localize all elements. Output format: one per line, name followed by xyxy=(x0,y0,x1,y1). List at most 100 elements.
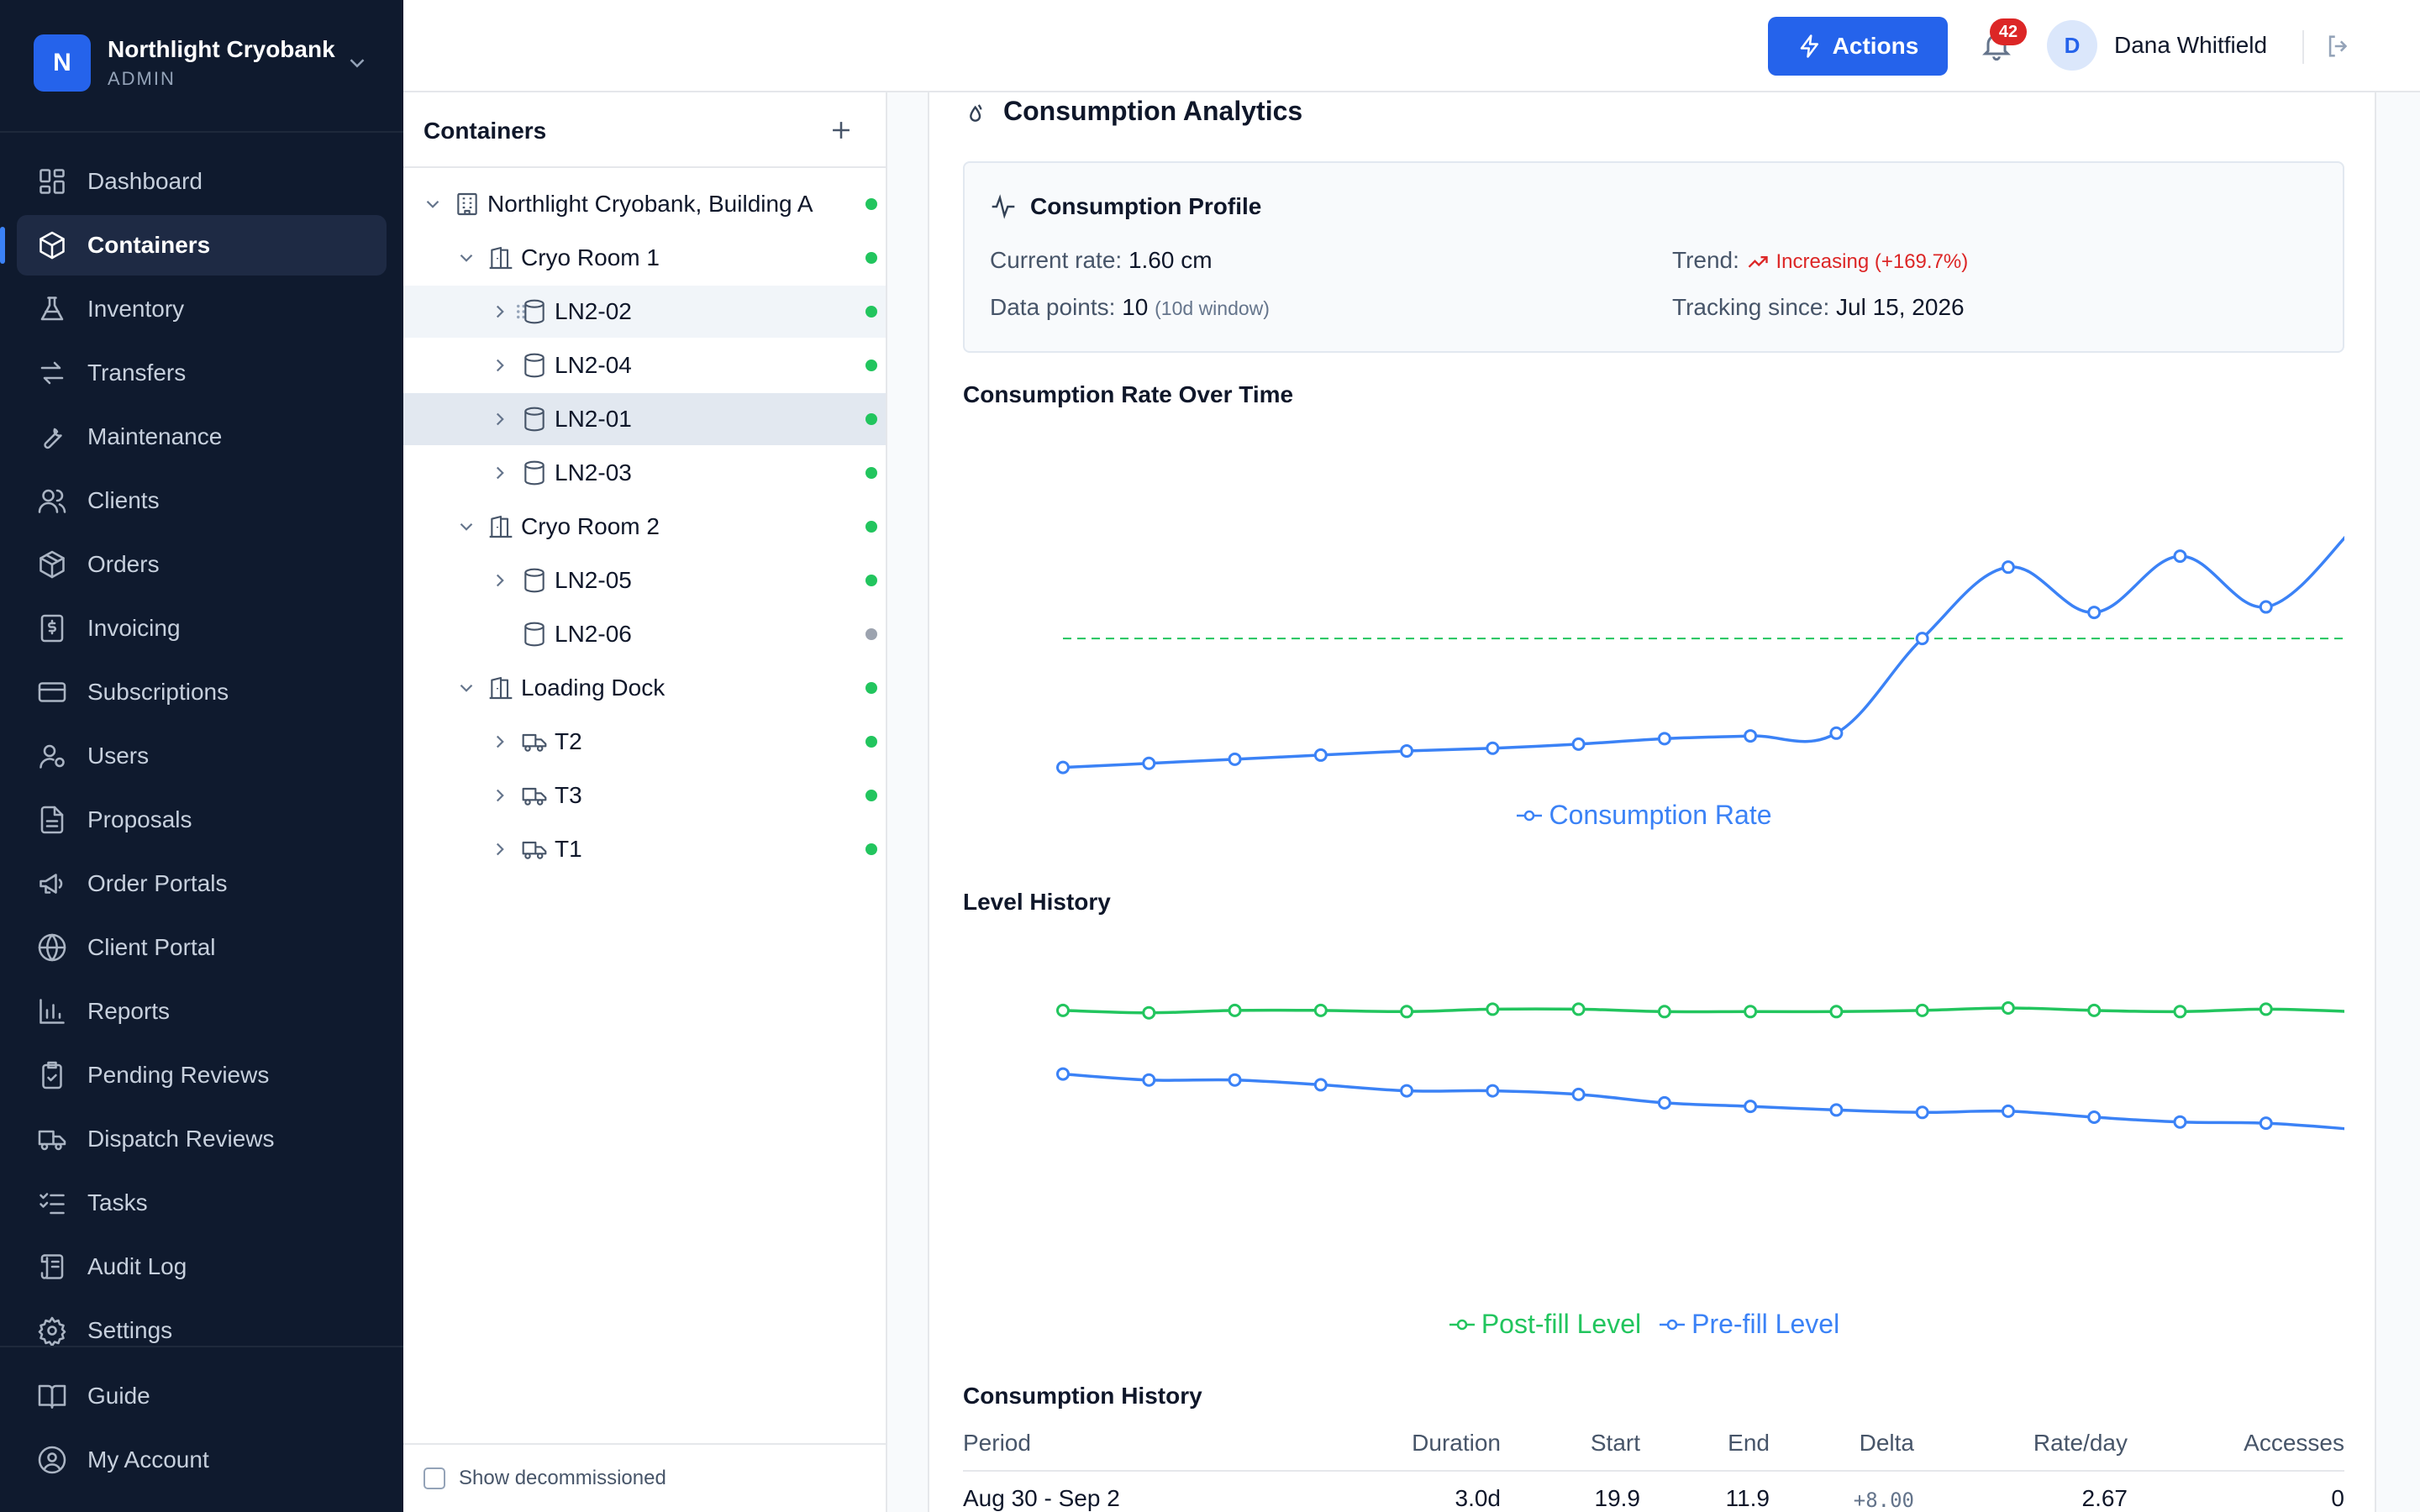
data-point[interactable] xyxy=(2173,1115,2187,1129)
data-point[interactable] xyxy=(1915,632,1929,646)
column-header[interactable]: Period xyxy=(963,1430,1031,1456)
chevron-down-icon[interactable] xyxy=(455,247,477,269)
tree-node-ln2-06[interactable]: LN2-06 xyxy=(403,608,886,660)
data-point[interactable] xyxy=(1744,729,1758,743)
data-point[interactable] xyxy=(2087,1003,2102,1017)
data-point[interactable] xyxy=(1915,1003,1929,1017)
column-header[interactable]: Duration xyxy=(1412,1430,1501,1456)
legend-item[interactable]: Pre-fill Level xyxy=(1660,1309,1839,1340)
sidebar-item-proposals[interactable]: Proposals xyxy=(17,790,387,850)
sidebar-item-subscriptions[interactable]: Subscriptions xyxy=(17,662,387,722)
data-point[interactable] xyxy=(1486,741,1500,755)
data-point[interactable] xyxy=(1400,1084,1414,1098)
tree-node-ln2-05[interactable]: LN2-05 xyxy=(403,554,886,606)
data-point[interactable] xyxy=(2001,1104,2015,1118)
data-point[interactable] xyxy=(1486,1002,1500,1016)
sidebar-item-containers[interactable]: Containers xyxy=(0,215,387,276)
sidebar-item-my-account[interactable]: My Account xyxy=(17,1430,387,1490)
data-point[interactable] xyxy=(1400,744,1414,759)
chevron-right-icon[interactable] xyxy=(489,301,511,323)
data-point[interactable] xyxy=(1313,1078,1328,1092)
data-point[interactable] xyxy=(1142,1005,1156,1020)
drag-handle-icon[interactable] xyxy=(513,301,529,323)
sidebar-item-invoicing[interactable]: Invoicing xyxy=(17,598,387,659)
chevron-right-icon[interactable] xyxy=(489,785,511,806)
sidebar-item-dispatch-reviews[interactable]: Dispatch Reviews xyxy=(17,1109,387,1169)
legend-item[interactable]: Consumption Rate xyxy=(1517,800,1772,831)
data-point[interactable] xyxy=(2001,560,2015,575)
data-point[interactable] xyxy=(1056,1003,1070,1017)
sidebar-item-transfers[interactable]: Transfers xyxy=(17,343,387,403)
data-point[interactable] xyxy=(1228,1073,1242,1087)
tree-node-t1[interactable]: T1 xyxy=(403,823,886,875)
sidebar-item-dashboard[interactable]: Dashboard xyxy=(17,151,387,212)
data-point[interactable] xyxy=(1142,1073,1156,1087)
data-point[interactable] xyxy=(2087,1110,2102,1124)
data-point[interactable] xyxy=(1915,1105,1929,1120)
data-point[interactable] xyxy=(1571,1002,1586,1016)
chevron-right-icon[interactable] xyxy=(489,731,511,753)
data-point[interactable] xyxy=(2259,1116,2273,1131)
sidebar-item-orders[interactable]: Orders xyxy=(17,534,387,595)
data-point[interactable] xyxy=(1486,1084,1500,1098)
data-point[interactable] xyxy=(1657,1095,1671,1110)
data-point[interactable] xyxy=(1829,1103,1844,1117)
column-header[interactable]: Start xyxy=(1590,1430,1640,1456)
avatar[interactable]: D xyxy=(2047,20,2097,71)
column-header[interactable]: Accesses xyxy=(2244,1430,2344,1456)
show-decommissioned-checkbox[interactable] xyxy=(424,1467,445,1489)
tree-node-ln2-02[interactable]: LN2-02 xyxy=(403,286,886,338)
sidebar-item-inventory[interactable]: Inventory xyxy=(17,279,387,339)
logout-icon[interactable] xyxy=(2324,32,2353,60)
data-point[interactable] xyxy=(1228,752,1242,766)
sidebar-item-users[interactable]: Users xyxy=(17,726,387,786)
data-point[interactable] xyxy=(1056,1067,1070,1081)
tree-node-ln2-01[interactable]: LN2-01 xyxy=(403,393,886,445)
data-point[interactable] xyxy=(1571,737,1586,751)
data-point[interactable] xyxy=(1829,726,1844,740)
data-point[interactable] xyxy=(1657,1005,1671,1019)
data-point[interactable] xyxy=(1829,1005,1844,1019)
column-header[interactable]: End xyxy=(1728,1430,1770,1456)
chevron-right-icon[interactable] xyxy=(489,408,511,430)
user-name[interactable]: Dana Whitfield xyxy=(2114,32,2268,58)
data-point[interactable] xyxy=(2173,1005,2187,1019)
sidebar-item-maintenance[interactable]: Maintenance xyxy=(17,407,387,467)
sidebar-item-settings[interactable]: Settings xyxy=(17,1300,387,1361)
chevron-right-icon[interactable] xyxy=(489,354,511,376)
tree-node-cryo-room-2[interactable]: Cryo Room 2 xyxy=(403,501,886,553)
data-point[interactable] xyxy=(2259,1002,2273,1016)
data-point[interactable] xyxy=(1142,756,1156,770)
data-point[interactable] xyxy=(1313,748,1328,762)
data-point[interactable] xyxy=(1657,732,1671,746)
data-point[interactable] xyxy=(1744,1100,1758,1114)
data-point[interactable] xyxy=(2087,606,2102,620)
sidebar-item-guide[interactable]: Guide xyxy=(17,1366,387,1426)
data-point[interactable] xyxy=(1313,1003,1328,1017)
data-point[interactable] xyxy=(2001,1001,2015,1015)
tree-node-ln2-04[interactable]: LN2-04 xyxy=(403,339,886,391)
sidebar-item-client-portal[interactable]: Client Portal xyxy=(17,917,387,978)
chevron-down-icon[interactable] xyxy=(455,516,477,538)
data-point[interactable] xyxy=(1571,1087,1586,1101)
data-point[interactable] xyxy=(1056,760,1070,774)
sidebar-item-order-portals[interactable]: Order Portals xyxy=(17,853,387,914)
column-header[interactable]: Delta xyxy=(1859,1430,1914,1456)
legend-item[interactable]: Post-fill Level xyxy=(1449,1309,1641,1340)
tree-node-northlight-cryobank-building-a[interactable]: Northlight Cryobank, Building A xyxy=(403,178,886,230)
chevron-right-icon[interactable] xyxy=(489,462,511,484)
actions-button[interactable]: Actions xyxy=(1768,17,1948,76)
sidebar-item-pending-reviews[interactable]: Pending Reviews xyxy=(17,1045,387,1105)
data-point[interactable] xyxy=(1400,1005,1414,1019)
column-header[interactable]: Rate/day xyxy=(2033,1430,2128,1456)
chevron-down-icon[interactable] xyxy=(455,677,477,699)
data-point[interactable] xyxy=(2259,600,2273,614)
plus-icon[interactable] xyxy=(827,116,855,144)
sidebar-item-clients[interactable]: Clients xyxy=(17,470,387,531)
sidebar-item-audit-log[interactable]: Audit Log xyxy=(17,1236,387,1297)
tree-node-loading-dock[interactable]: Loading Dock xyxy=(403,662,886,714)
data-point[interactable] xyxy=(1744,1005,1758,1019)
data-point[interactable] xyxy=(1228,1003,1242,1017)
tree-node-ln2-03[interactable]: LN2-03 xyxy=(403,447,886,499)
chevron-right-icon[interactable] xyxy=(489,570,511,591)
